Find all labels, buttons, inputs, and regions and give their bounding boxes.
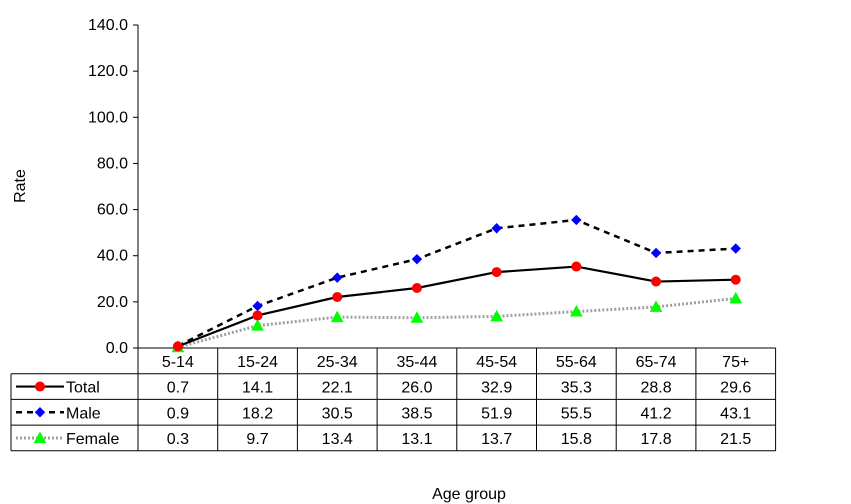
data-point-male bbox=[730, 243, 741, 254]
table-cell-value: 15.8 bbox=[561, 431, 592, 448]
table-cell-value: 38.5 bbox=[401, 405, 432, 422]
data-point-male bbox=[571, 214, 582, 226]
series-markers bbox=[171, 214, 743, 353]
data-point-female bbox=[251, 319, 264, 331]
table-cell-value: 18.2 bbox=[242, 405, 273, 422]
data-point-female bbox=[490, 309, 503, 322]
table-cell-value: 0.7 bbox=[167, 380, 189, 397]
y-axis: 0.0 20.0 40.0 60.0 80.0 100.0 120.0 140.0 bbox=[88, 17, 139, 357]
x-tick-label: 75+ bbox=[722, 354, 749, 371]
data-point-female bbox=[649, 300, 663, 312]
y-tick-label: 40.0 bbox=[97, 248, 128, 265]
data-point-male bbox=[252, 300, 263, 312]
data-point-male bbox=[411, 253, 423, 265]
data-point-total bbox=[491, 267, 502, 278]
table-cell-value: 43.1 bbox=[720, 405, 751, 422]
table-cell-value: 22.1 bbox=[322, 380, 353, 397]
x-tick-label: 5-14 bbox=[162, 354, 194, 371]
series-line-total bbox=[177, 265, 736, 348]
series-lines bbox=[177, 218, 736, 349]
y-tick-label: 140.0 bbox=[88, 17, 128, 34]
legend-label: Male bbox=[66, 405, 101, 422]
table-cell-value: 21.5 bbox=[720, 431, 751, 448]
data-point-total bbox=[252, 310, 263, 321]
data-point-female bbox=[410, 311, 424, 323]
data-point-female bbox=[330, 310, 344, 323]
table-cell-value: 13.4 bbox=[322, 431, 353, 448]
table-cell-value: 32.9 bbox=[481, 380, 512, 397]
table-cell-value: 13.1 bbox=[401, 431, 432, 448]
table-cell-value: 51.9 bbox=[481, 405, 512, 422]
table-cell-value: 17.8 bbox=[640, 431, 671, 448]
y-tick-label: 0.0 bbox=[106, 340, 128, 357]
data-point-male bbox=[491, 223, 502, 234]
data-point-total bbox=[332, 292, 343, 303]
table-cell-value: 9.7 bbox=[246, 431, 268, 448]
legend-key-marker bbox=[33, 431, 47, 443]
y-axis-title: Rate bbox=[12, 169, 29, 203]
x-axis-title: Age group bbox=[432, 486, 506, 503]
series-line-female bbox=[177, 296, 736, 349]
y-tick-label: 120.0 bbox=[88, 63, 128, 80]
table-cell-value: 0.9 bbox=[167, 405, 189, 422]
data-point-total bbox=[172, 341, 183, 352]
data-point-female bbox=[570, 305, 583, 317]
series-line-male bbox=[177, 218, 736, 348]
y-tick-label: 100.0 bbox=[88, 109, 128, 126]
data-point-male bbox=[650, 247, 662, 259]
x-tick-label: 25-34 bbox=[317, 354, 358, 371]
legend-label: Total bbox=[66, 380, 100, 397]
data-point-total bbox=[730, 274, 741, 285]
table-cell-value: 0.3 bbox=[167, 431, 189, 448]
x-tick-label: 35-44 bbox=[396, 354, 437, 371]
legend-label: Female bbox=[66, 431, 119, 448]
table-cell-value: 13.7 bbox=[481, 431, 512, 448]
table-cell-value: 35.3 bbox=[561, 380, 592, 397]
data-point-total bbox=[411, 283, 422, 294]
x-tick-label: 15-24 bbox=[237, 354, 278, 371]
legend-key-marker bbox=[34, 407, 46, 418]
table-cell-value: 14.1 bbox=[242, 380, 273, 397]
x-tick-label: 55-64 bbox=[556, 354, 597, 371]
data-point-total bbox=[571, 261, 582, 272]
table-cell-value: 41.2 bbox=[640, 405, 671, 422]
table-cell-value: 30.5 bbox=[322, 405, 353, 422]
data-point-total bbox=[651, 276, 662, 287]
x-tick-label: 45-54 bbox=[476, 354, 517, 371]
data-point-female bbox=[729, 291, 743, 304]
table-cell-value: 28.8 bbox=[640, 380, 671, 397]
x-tick-label: 65-74 bbox=[636, 354, 677, 371]
data-table: 5-14 15-24 25-34 35-44 45-54 55-64 65-74 75+ Tot… bbox=[10, 347, 777, 452]
y-tick-label: 20.0 bbox=[97, 294, 128, 311]
legend-key-marker bbox=[35, 381, 45, 392]
table-cell-value: 55.5 bbox=[561, 405, 592, 422]
table-cell-value: 26.0 bbox=[401, 380, 432, 397]
y-tick-label: 80.0 bbox=[97, 155, 128, 172]
data-point-male bbox=[332, 272, 343, 283]
y-tick-label: 60.0 bbox=[97, 202, 128, 219]
table-cell-value: 29.6 bbox=[720, 380, 751, 397]
